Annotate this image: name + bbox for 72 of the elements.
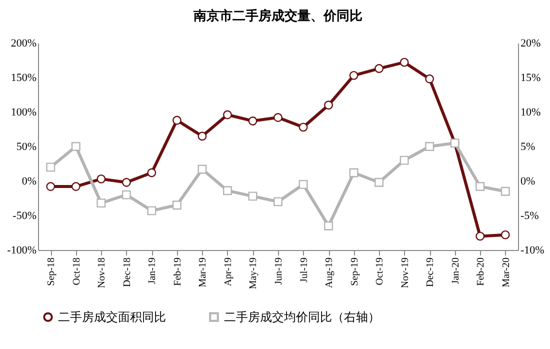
point: [400, 58, 409, 67]
x-tick-label: Nov-19: [400, 258, 411, 288]
chart-title: 南京市二手房成交量、价同比: [192, 8, 362, 23]
y2-tick-label: 15%: [520, 72, 541, 84]
point: [71, 142, 80, 151]
x-tick-label: Aug-19: [324, 258, 336, 288]
point: [46, 182, 56, 191]
point: [274, 197, 282, 206]
point: [349, 70, 358, 80]
y-tick-label: 0%: [22, 176, 36, 188]
x-tick-label: Nov-18: [96, 258, 108, 288]
point: [223, 186, 232, 196]
x-tick-label: Dec-18: [122, 258, 133, 287]
point: [198, 132, 207, 141]
point: [500, 230, 510, 240]
y2-tick-label: -5%: [520, 210, 539, 222]
point: [476, 182, 485, 191]
x-tick-label: Sep-19: [349, 258, 360, 286]
x-tick-label: Jun-19: [274, 258, 284, 285]
point: [298, 122, 308, 132]
point: [248, 116, 258, 126]
y2-tick-label: 5%: [520, 141, 536, 153]
y2-tick-label: 0%: [520, 176, 536, 188]
x-tick-label: Apr-19: [222, 258, 234, 286]
y-tick-label: 100%: [10, 106, 36, 118]
y-tick-label: 200%: [10, 38, 36, 50]
y2-tick-label: -10%: [520, 244, 544, 256]
point: [374, 64, 384, 73]
x-tick-label: Feb-20: [476, 258, 487, 286]
point: [349, 168, 358, 178]
x-tick-label: Mar-20: [500, 258, 512, 288]
x-tick-label: Oct-18: [71, 258, 82, 286]
point: [223, 110, 232, 120]
point: [71, 182, 80, 191]
y2-tick-label: 20%: [520, 38, 541, 50]
point: [500, 186, 510, 196]
x-tick-label: Mar-19: [198, 258, 209, 288]
point: [374, 178, 384, 187]
point: [400, 156, 409, 165]
x-tick-label: Jan-20: [450, 258, 462, 284]
point: [122, 178, 131, 187]
y-tick-label: 150%: [10, 72, 36, 84]
point: [476, 232, 485, 241]
x-tick-label: Oct-19: [374, 258, 386, 286]
y-tick-label: -50%: [12, 210, 36, 222]
x-tick-label: Jul-19: [298, 258, 310, 282]
point: [46, 162, 56, 172]
point: [324, 100, 333, 110]
point: [147, 206, 156, 216]
point: [248, 192, 258, 201]
y-tick-label: 50%: [16, 141, 36, 153]
y2-tick-label: 10%: [520, 106, 541, 118]
point: [96, 198, 106, 208]
x-tick-label: Dec-19: [425, 258, 436, 287]
x-tick-label: Feb-19: [172, 258, 184, 286]
x-tick-label: Sep-18: [46, 258, 58, 286]
point: [425, 142, 434, 151]
x-tick-label: Jan-19: [147, 258, 158, 284]
point: [324, 221, 333, 230]
legend-label: 二手房成交均价同比（右轴）: [224, 310, 380, 324]
point: [172, 116, 182, 125]
point: [298, 180, 308, 189]
point: [96, 174, 106, 184]
y-tick-label: -100%: [7, 244, 36, 256]
point: [198, 164, 207, 174]
point: [274, 113, 282, 122]
point: [147, 168, 156, 178]
x-tick-label: May-19: [248, 258, 260, 290]
point: [122, 190, 131, 200]
legend-label: 二手房成交面积同比: [58, 310, 166, 324]
point: [425, 74, 434, 84]
point: [172, 200, 182, 210]
